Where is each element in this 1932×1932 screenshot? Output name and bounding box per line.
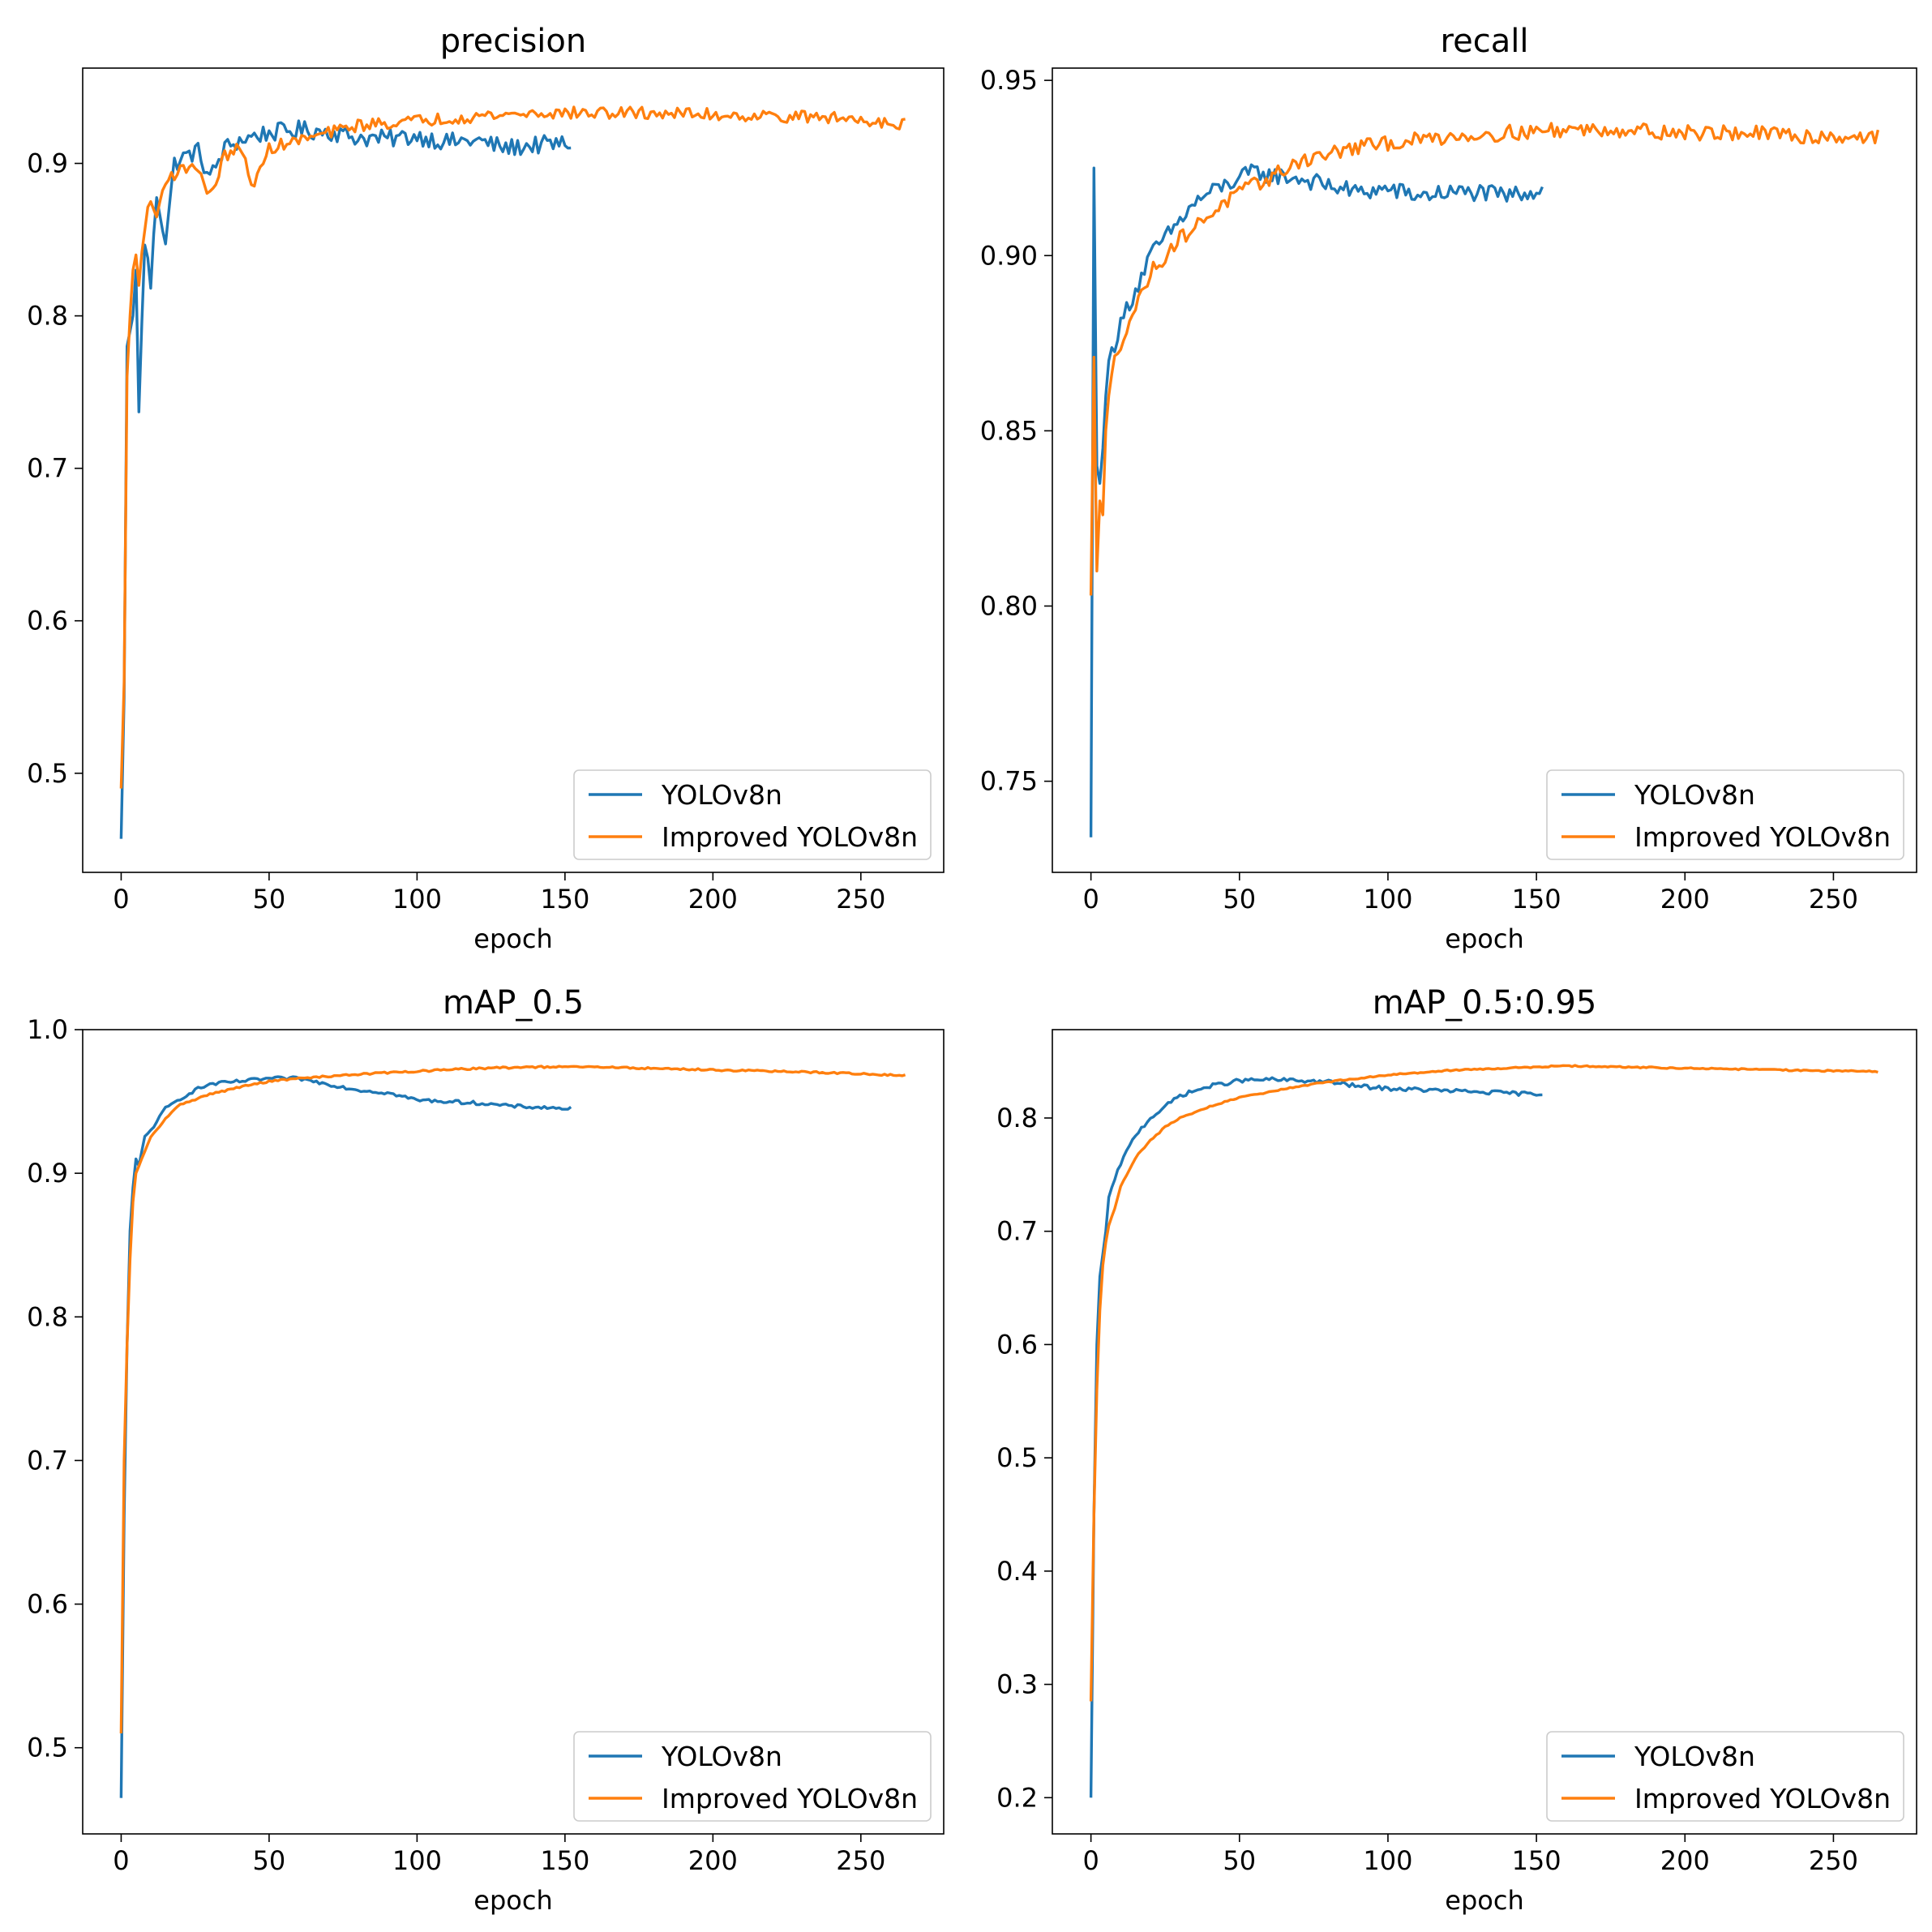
legend-box <box>1546 769 1904 860</box>
x-tick-label: 0 <box>113 884 129 915</box>
x-tick-label: 250 <box>836 884 885 915</box>
y-tick-label: 0.3 <box>996 1669 1038 1700</box>
chart-panel-3: 0 50 100 150 200 250 0.5 0.6 0.7 0.8 0.9 1.0 mAP_0.5… <box>27 984 945 1916</box>
x-tick-label: 250 <box>1809 1845 1858 1876</box>
x-tick-label: 150 <box>1512 1845 1561 1876</box>
x-tick-label: 50 <box>1223 1845 1256 1876</box>
chart-title: mAP_0.5:0.95 <box>1373 984 1597 1022</box>
y-tick-label: 0.9 <box>27 148 68 179</box>
legend-label: Improved YOLOv8n <box>662 1783 918 1814</box>
x-tick-label: 200 <box>1660 884 1710 915</box>
chart-title: recall <box>1441 23 1529 60</box>
x-tick-label: 0 <box>113 1845 129 1876</box>
axes-frame <box>1052 67 1917 873</box>
y-tick-label: 0.95 <box>980 65 1038 96</box>
chart-title: mAP_0.5 <box>443 984 584 1022</box>
x-tick-label: 150 <box>540 1845 589 1876</box>
x-tick-label: 250 <box>836 1845 885 1876</box>
legend: YOLOv8n Improved YOLOv8n <box>1546 1731 1904 1822</box>
y-tick-label: 0.5 <box>996 1442 1038 1473</box>
axes-frame <box>82 67 945 873</box>
axes-frame <box>82 1029 945 1835</box>
series-line-improved-yolov8n <box>119 105 906 789</box>
chart-panel-4: 0 50 100 150 200 250 0.2 0.3 0.4 0.5 0.6 0.7 0.8 mAP_… <box>996 984 1917 1916</box>
series-line-improved-yolov8n <box>1089 122 1880 596</box>
x-axis-label: epoch <box>1445 923 1523 954</box>
x-tick-label: 50 <box>253 884 286 915</box>
legend-box <box>573 769 932 860</box>
x-tick-label: 200 <box>688 884 738 915</box>
y-tick-label: 0.6 <box>27 1589 68 1620</box>
x-tick-label: 200 <box>688 1845 738 1876</box>
legend-label: YOLOv8n <box>1634 1741 1755 1772</box>
y-tick-label: 1.0 <box>27 1014 68 1045</box>
legend-label: YOLOv8n <box>661 1741 782 1772</box>
series-line-yolov8n <box>119 1075 572 1798</box>
y-tick-label: 0.8 <box>27 301 68 332</box>
legend: YOLOv8n Improved YOLOv8n <box>573 769 932 860</box>
x-tick-label: 100 <box>1363 884 1412 915</box>
chart-panel-2: 0 50 100 150 200 250 0.75 0.80 0.85 0.90 0.95 recal… <box>980 23 1917 954</box>
series-line-improved-yolov8n <box>1089 1064 1878 1702</box>
x-tick-label: 250 <box>1809 884 1858 915</box>
chart-title: precision <box>440 23 586 60</box>
legend-box <box>573 1731 932 1822</box>
legend-label: YOLOv8n <box>1634 779 1755 811</box>
x-tick-label: 100 <box>392 1845 442 1876</box>
y-tick-label: 0.9 <box>27 1158 68 1189</box>
x-axis-label: epoch <box>473 923 552 954</box>
legend-label: Improved YOLOv8n <box>1634 1783 1891 1814</box>
x-tick-label: 50 <box>1223 884 1256 915</box>
x-tick-label: 0 <box>1082 1845 1099 1876</box>
y-tick-label: 0.4 <box>996 1556 1038 1587</box>
x-tick-label: 200 <box>1660 1845 1710 1876</box>
panels: 0 50 100 150 200 250 0.5 0.6 0.7 0.8 0.9 precision e… <box>27 23 1917 1916</box>
x-axis-label: epoch <box>473 1885 552 1916</box>
legend-label: Improved YOLOv8n <box>662 821 918 853</box>
y-tick-label: 0.7 <box>27 453 68 484</box>
series-line-yolov8n <box>1089 163 1544 837</box>
x-tick-label: 150 <box>1512 884 1561 915</box>
legend-label: YOLOv8n <box>661 779 782 811</box>
y-tick-label: 0.5 <box>27 758 68 789</box>
legend: YOLOv8n Improved YOLOv8n <box>573 1731 932 1822</box>
x-tick-label: 100 <box>1363 1845 1412 1876</box>
x-axis-label: epoch <box>1445 1885 1523 1916</box>
y-tick-label: 0.90 <box>980 240 1038 271</box>
y-tick-label: 0.7 <box>996 1216 1038 1247</box>
y-tick-label: 0.6 <box>27 606 68 636</box>
y-tick-label: 0.2 <box>996 1782 1038 1813</box>
y-tick-label: 0.85 <box>980 415 1038 446</box>
y-tick-label: 0.7 <box>27 1445 68 1476</box>
series-line-improved-yolov8n <box>119 1065 906 1734</box>
legend-label: Improved YOLOv8n <box>1634 821 1891 853</box>
y-tick-label: 0.75 <box>980 766 1038 797</box>
y-tick-label: 0.6 <box>996 1329 1038 1360</box>
legend-box <box>1546 1731 1904 1822</box>
x-tick-label: 50 <box>253 1845 286 1876</box>
legend: YOLOv8n Improved YOLOv8n <box>1546 769 1904 860</box>
axes-frame <box>1052 1029 1917 1835</box>
y-tick-label: 0.8 <box>27 1301 68 1332</box>
x-tick-label: 100 <box>392 884 442 915</box>
x-tick-label: 0 <box>1082 884 1099 915</box>
x-tick-label: 150 <box>540 884 589 915</box>
y-tick-label: 0.80 <box>980 590 1038 621</box>
y-tick-label: 0.5 <box>27 1733 68 1763</box>
y-tick-label: 0.8 <box>996 1103 1038 1133</box>
chart-panel-1: 0 50 100 150 200 250 0.5 0.6 0.7 0.8 0.9 precision e… <box>27 23 945 954</box>
